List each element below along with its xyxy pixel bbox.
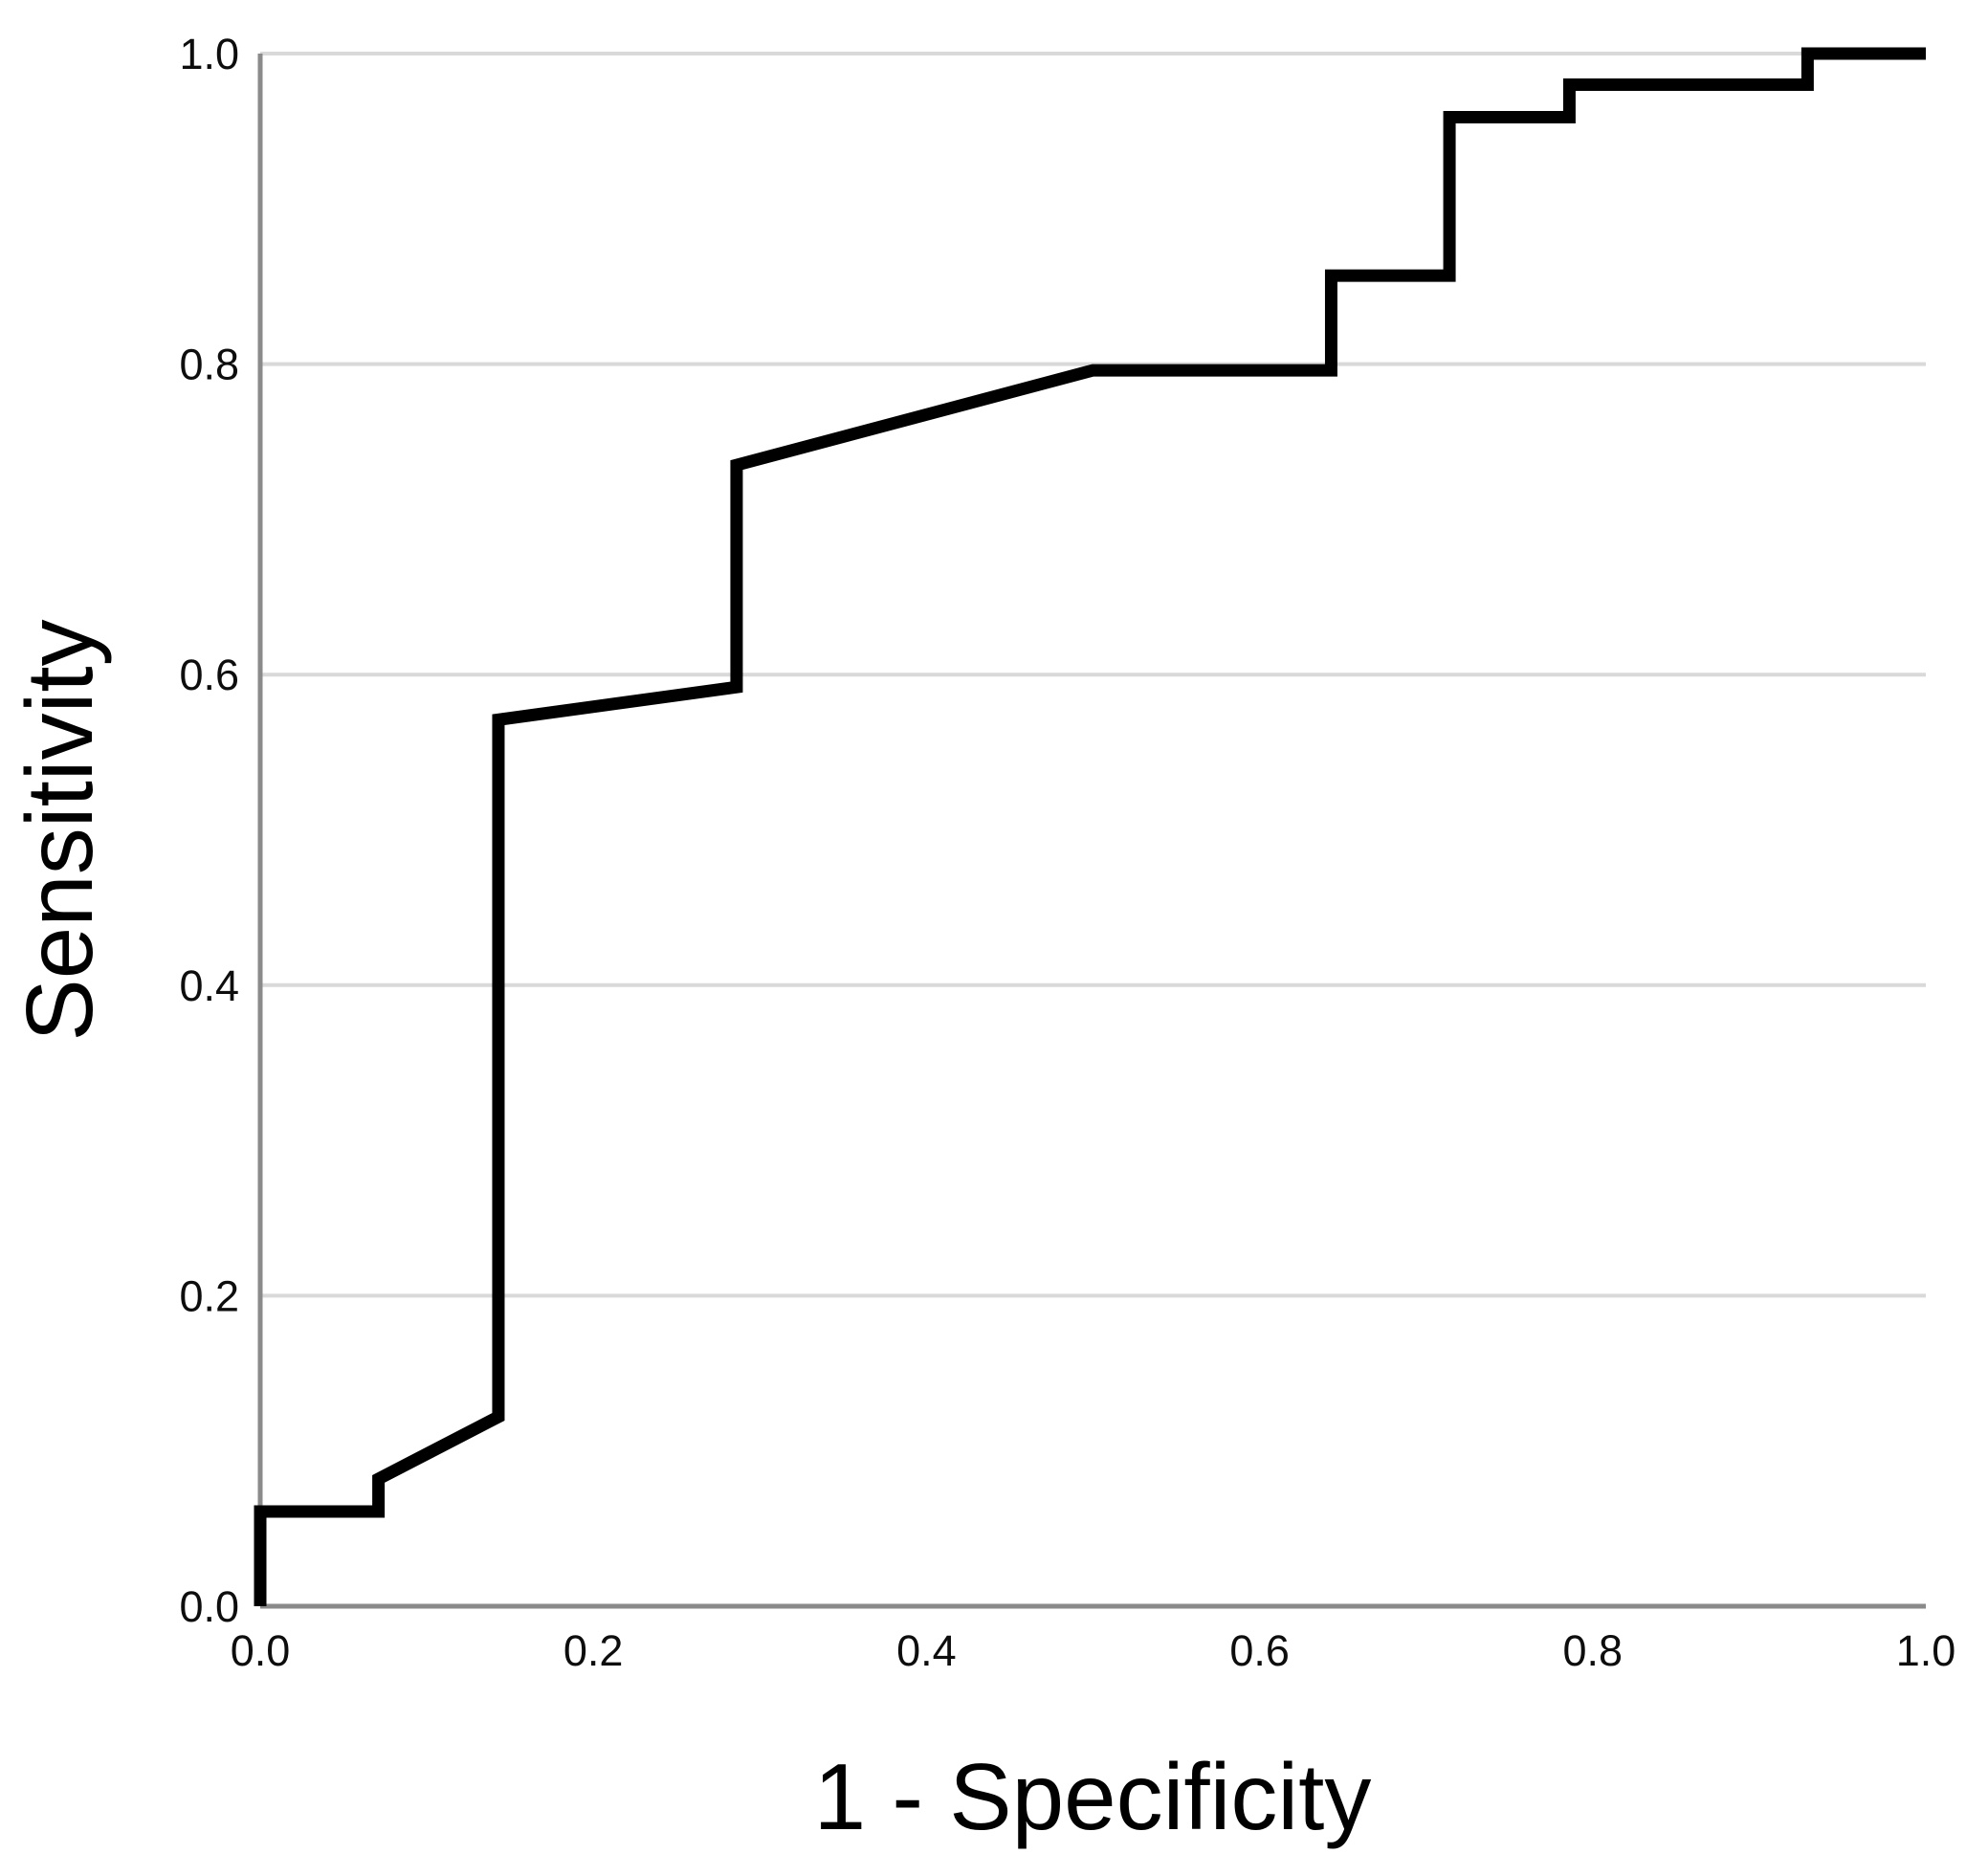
x-tick-label: 0.2 xyxy=(563,1626,624,1675)
x-tick-labels: 0.0 0.2 0.4 0.6 0.8 1.0 xyxy=(231,1626,1956,1675)
y-tick-labels: 0.0 0.2 0.4 0.6 0.8 1.0 xyxy=(179,30,239,1631)
y-tick-label: 0.4 xyxy=(179,961,239,1010)
y-tick-label: 1.0 xyxy=(179,30,239,78)
y-tick-label: 0.6 xyxy=(179,651,239,699)
y-tick-label: 0.0 xyxy=(179,1582,239,1631)
x-tick-label: 1.0 xyxy=(1896,1626,1956,1675)
x-axis-title: 1 - Specificity xyxy=(814,1744,1372,1849)
x-tick-label: 0.6 xyxy=(1229,1626,1290,1675)
roc-curve xyxy=(254,47,1926,1606)
gridlines xyxy=(260,52,1926,1298)
y-tick-label: 0.8 xyxy=(179,341,239,389)
x-tick-label: 0.0 xyxy=(231,1626,291,1675)
x-tick-label: 0.8 xyxy=(1563,1626,1624,1675)
x-tick-label: 0.4 xyxy=(896,1626,957,1675)
y-axis-title: Sensitivity xyxy=(7,619,112,1041)
y-tick-label: 0.2 xyxy=(179,1271,239,1320)
